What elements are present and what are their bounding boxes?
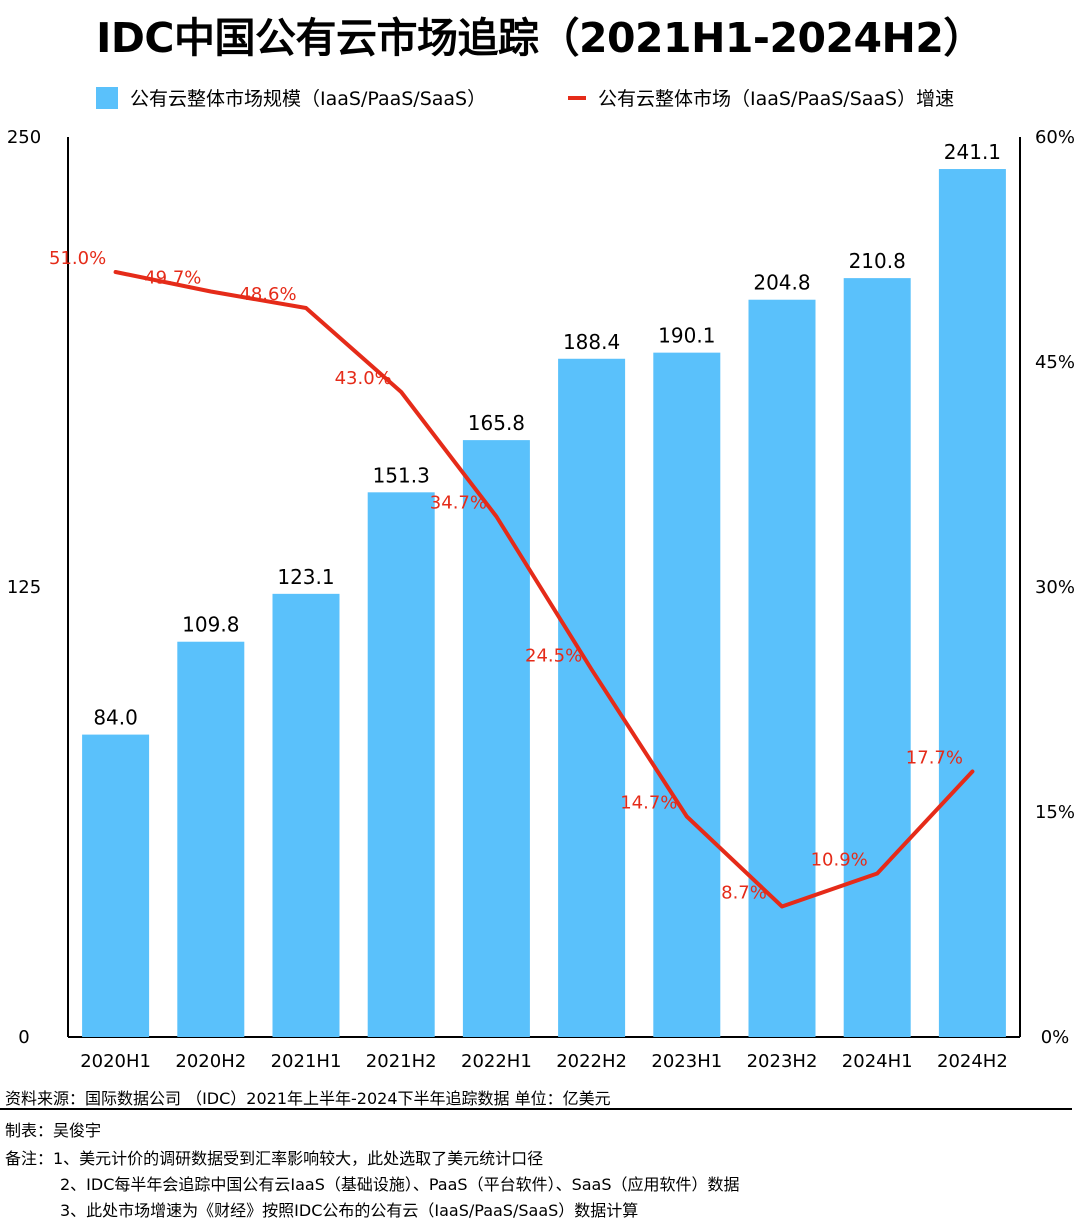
bar	[367, 492, 435, 1037]
bar	[748, 299, 816, 1038]
growth-value-label: 24.5%	[525, 646, 582, 667]
right-tick-label: 0%	[1041, 1027, 1070, 1048]
legend-bar-swatch	[96, 86, 118, 109]
x-tick-label: 2020H1	[80, 1051, 151, 1072]
bar	[177, 641, 245, 1037]
growth-value-label: 8.7%	[721, 883, 767, 904]
right-tick-label: 30%	[1035, 577, 1075, 598]
growth-value-label: 10.9%	[811, 850, 868, 871]
legend: 公有云整体市场规模（IaaS/PaaS/SaaS） 公有云整体市场（IaaS/P…	[0, 84, 1080, 114]
x-tick-label: 2023H2	[747, 1051, 818, 1072]
x-tick-label: 2020H2	[175, 1051, 246, 1072]
growth-value-label: 14.7%	[620, 793, 677, 814]
growth-value-label: 34.7%	[430, 493, 487, 514]
footer-note-1: 备注：1、美元计价的调研数据受到汇率影响较大，此处选取了美元统计口径	[5, 1149, 544, 1168]
left-tick-label: 125	[7, 577, 41, 598]
x-tick-label: 2023H1	[651, 1051, 722, 1072]
bar	[462, 440, 530, 1037]
bar-value-label: 241.1	[944, 140, 1001, 164]
growth-value-label: 51.0%	[49, 248, 106, 269]
bar-value-label: 204.8	[753, 271, 810, 295]
bar-value-label: 190.1	[658, 324, 715, 348]
growth-line	[113, 270, 975, 909]
bar	[938, 169, 1006, 1037]
growth-value-label: 17.7%	[906, 748, 963, 769]
footer-author: 制表：吴俊宇	[5, 1121, 102, 1140]
left-tick-label: 250	[7, 127, 41, 148]
legend-bar-label: 公有云整体市场规模（IaaS/PaaS/SaaS）	[130, 88, 487, 110]
x-tick-label: 2022H2	[556, 1051, 627, 1072]
legend-item-line: 公有云整体市场（IaaS/PaaS/SaaS）增速	[568, 84, 954, 111]
bar-value-label: 210.8	[849, 249, 906, 273]
bar	[843, 278, 911, 1037]
x-tick-label: 2022H1	[461, 1051, 532, 1072]
bar-value-label: 165.8	[468, 411, 525, 435]
legend-line-swatch	[568, 95, 586, 100]
right-tick-label: 60%	[1035, 127, 1075, 148]
bar	[82, 734, 150, 1037]
bar-value-label: 188.4	[563, 330, 620, 354]
right-tick-label: 45%	[1035, 352, 1075, 373]
chart-title: IDC中国公有云市场追踪（2021H1-2024H2）	[96, 14, 984, 62]
x-tick-label: 2021H2	[366, 1051, 437, 1072]
bar-value-label: 84.0	[93, 706, 138, 730]
footer-source: 资料来源：国际数据公司 （IDC）2021年上半年-2024下半年追踪数据 单位…	[5, 1089, 611, 1108]
x-tick-label: 2021H1	[271, 1051, 342, 1072]
legend-item-bar: 公有云整体市场规模（IaaS/PaaS/SaaS）	[96, 84, 486, 111]
right-tick-label: 15%	[1035, 802, 1075, 823]
x-tick-label: 2024H1	[842, 1051, 913, 1072]
growth-value-label: 49.7%	[144, 268, 201, 289]
bar-value-label: 109.8	[182, 613, 239, 637]
bar	[272, 593, 340, 1037]
bar-value-label: 151.3	[373, 463, 430, 487]
left-tick-label: 0	[18, 1027, 29, 1048]
growth-value-label: 43.0%	[335, 368, 392, 389]
growth-value-label: 48.6%	[239, 284, 296, 305]
legend-line-label: 公有云整体市场（IaaS/PaaS/SaaS）增速	[598, 88, 955, 110]
bar	[558, 358, 626, 1037]
footer-note-2: 2、IDC每半年会追踪中国公有云IaaS（基础设施）、PaaS（平台软件）、Sa…	[60, 1175, 740, 1194]
footer-note-3: 3、此处市场增速为《财经》按照IDC公布的公有云（IaaS/PaaS/SaaS）…	[60, 1201, 639, 1220]
bar	[653, 352, 721, 1037]
combo-chart: 0 125 250 0% 15% 30% 45% 60% 84.0 2020H1 109.8 2020…	[7, 127, 1075, 1072]
bar-value-label: 123.1	[277, 565, 334, 589]
x-tick-label: 2024H2	[937, 1051, 1008, 1072]
footer-divider	[0, 1108, 1072, 1110]
